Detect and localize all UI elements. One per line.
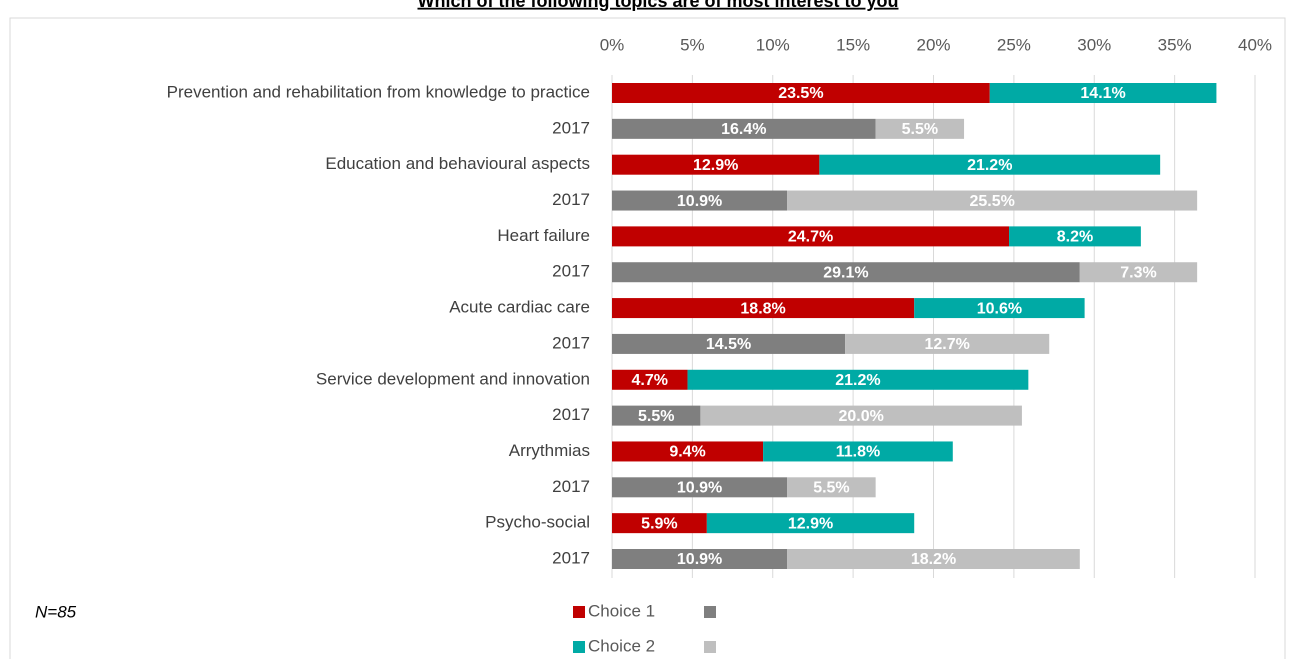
x-tick-label: 0% [600, 35, 625, 54]
x-tick-label: 5% [680, 35, 705, 54]
bar-segment [875, 118, 965, 139]
x-tick-label: 20% [916, 35, 950, 54]
value-label: 16.4% [721, 121, 766, 138]
bar-segment [612, 83, 990, 103]
chart-title: Which of the following topics are of mos… [417, 0, 898, 11]
value-label: 10.9% [677, 480, 722, 497]
value-label: 21.2% [967, 157, 1012, 174]
value-label: 12.9% [788, 515, 833, 532]
legend-swatch [704, 641, 716, 653]
value-label: 4.7% [632, 372, 668, 389]
value-label: 9.4% [669, 444, 705, 461]
value-label: 11.8% [836, 444, 880, 461]
value-label: 5.5% [638, 408, 674, 425]
x-tick-label: 15% [836, 35, 870, 54]
value-label: 5.9% [641, 515, 677, 532]
bar-segment [989, 83, 1217, 103]
bar-segment [612, 262, 1080, 283]
value-label: 5.5% [813, 480, 849, 497]
y-tick-label: 2017 [552, 333, 590, 352]
value-label: 10.6% [977, 300, 1022, 317]
y-tick-label: Prevention and rehabilitation from knowl… [167, 82, 590, 101]
x-tick-label: 25% [997, 35, 1031, 54]
bar-segment [787, 477, 876, 498]
y-tick-label: 2017 [552, 548, 590, 567]
value-label: 21.2% [835, 372, 880, 389]
note: N=85 [35, 602, 77, 621]
bar-segment [787, 549, 1080, 569]
bar-segment [612, 118, 876, 139]
value-label: 24.7% [788, 229, 833, 246]
bar-segment [700, 405, 1022, 426]
legend-swatch [704, 606, 716, 618]
bar-segment [612, 369, 688, 390]
y-tick-label: 2017 [552, 405, 590, 424]
bar-segment [819, 154, 1161, 175]
value-label: 7.3% [1120, 264, 1156, 281]
x-tick-label: 40% [1238, 35, 1272, 54]
bar-segment [612, 477, 788, 498]
value-label: 14.5% [706, 336, 751, 353]
legend-label: Choice 2 [588, 636, 655, 655]
value-label: 25.5% [969, 193, 1014, 210]
bar-segment [612, 190, 788, 211]
value-label: 12.7% [924, 336, 969, 353]
bar-segment [612, 226, 1010, 247]
y-tick-label: 2017 [552, 190, 590, 209]
bar-segment [612, 549, 788, 569]
bar-segment [706, 513, 915, 534]
x-tick-label: 30% [1077, 35, 1111, 54]
bar-segment [612, 513, 707, 534]
bar-segment [612, 298, 915, 319]
bar-segment [612, 405, 701, 426]
value-label: 8.2% [1057, 229, 1093, 246]
y-tick-label: 2017 [552, 262, 590, 281]
value-label: 10.9% [677, 551, 722, 568]
value-label: 18.8% [740, 300, 785, 317]
value-label: 5.5% [902, 121, 938, 138]
bar-segment [612, 441, 764, 462]
y-tick-label: Education and behavioural aspects [325, 154, 590, 173]
bar-segment [787, 190, 1198, 211]
y-tick-label: 2017 [552, 118, 590, 137]
bar-segment [763, 441, 953, 462]
x-tick-label: 35% [1158, 35, 1192, 54]
legend-swatch [573, 641, 585, 653]
bar-segment [612, 154, 820, 175]
bar-segment [1079, 262, 1198, 283]
value-label: 12.9% [693, 157, 738, 174]
chart-frame [9, 17, 1286, 659]
bar-segment [1009, 226, 1141, 247]
value-label: 23.5% [778, 85, 823, 102]
legend-label: Choice 1 [588, 601, 655, 620]
value-label: 29.1% [823, 264, 868, 281]
bar-segment [612, 333, 846, 354]
y-tick-label: Arrythmias [509, 441, 590, 460]
value-label: 20.0% [838, 408, 883, 425]
bar-segment [845, 333, 1050, 354]
y-tick-label: Heart failure [497, 226, 590, 245]
x-tick-label: 10% [756, 35, 790, 54]
legend-swatch [573, 606, 585, 618]
value-label: 18.2% [911, 551, 956, 568]
y-tick-label: Service development and innovation [316, 369, 590, 388]
y-tick-label: 2017 [552, 477, 590, 496]
bar-segment [914, 298, 1085, 319]
bar-segment [687, 369, 1029, 390]
value-label: 10.9% [677, 193, 722, 210]
y-tick-label: Acute cardiac care [449, 298, 590, 317]
y-tick-label: Psycho-social [485, 513, 590, 532]
value-label: 14.1% [1080, 85, 1125, 102]
